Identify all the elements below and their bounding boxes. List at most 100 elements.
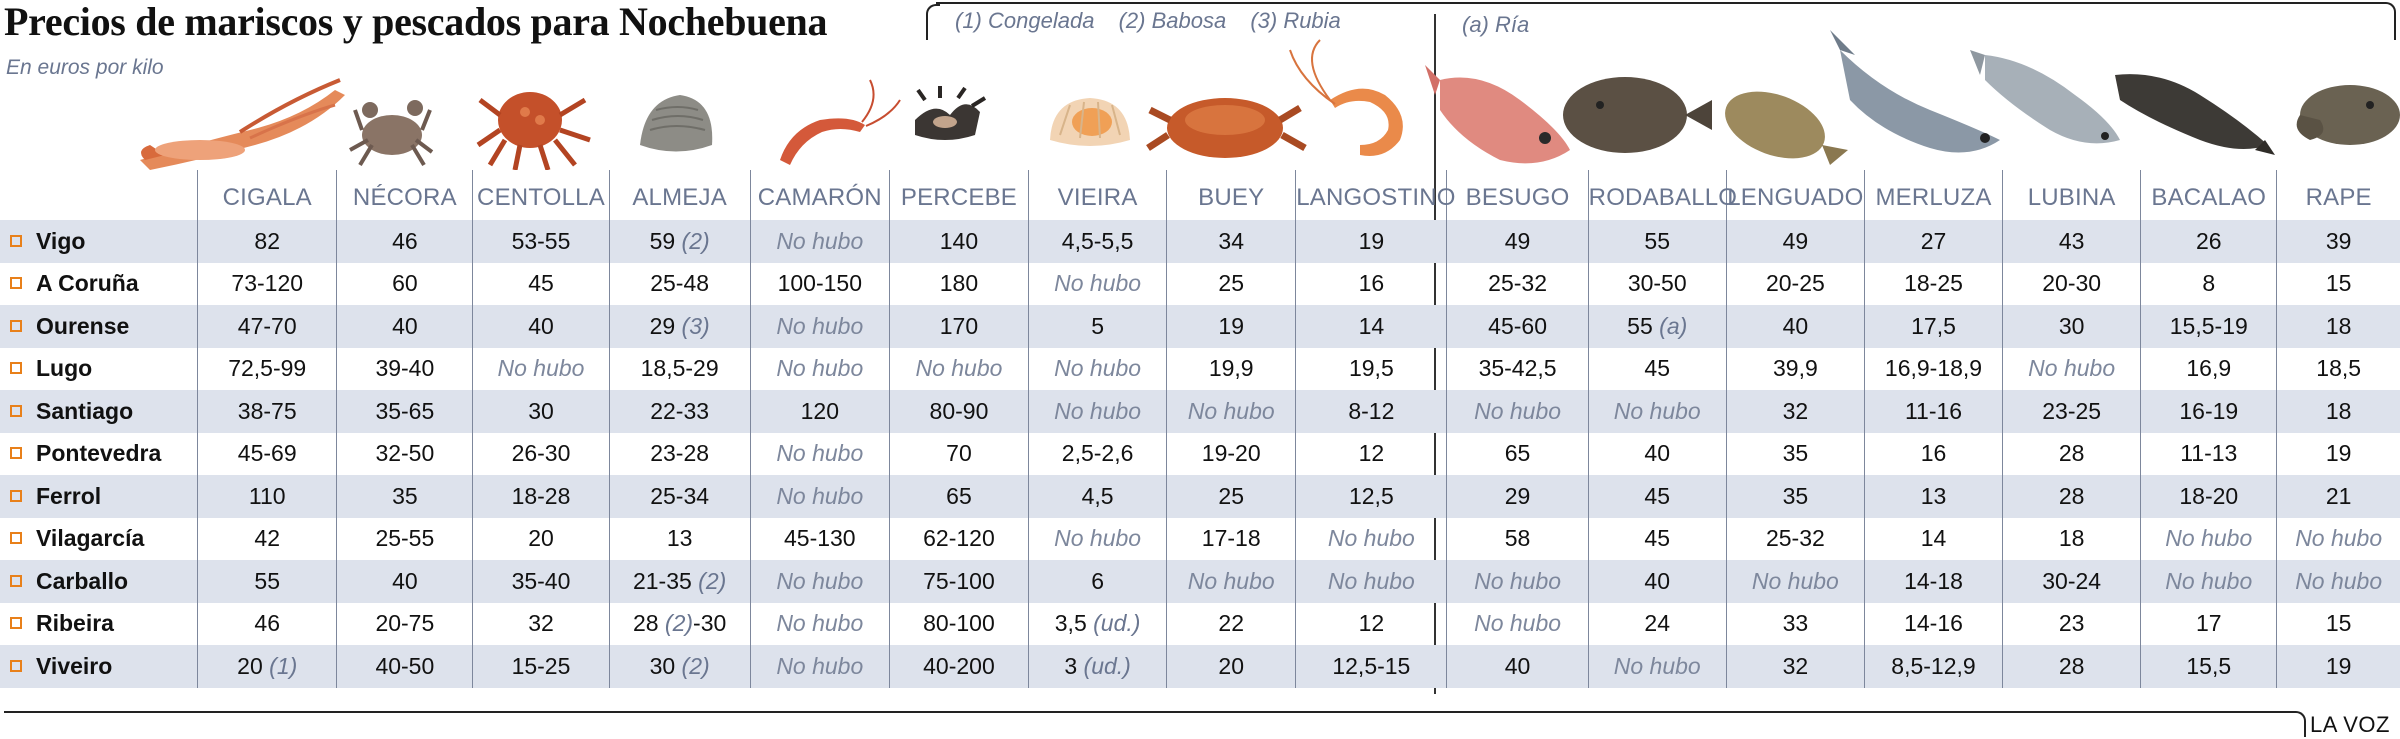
legend-item-ria: (a) Ría: [1462, 12, 1530, 37]
price-cell: No hubo: [2276, 560, 2400, 603]
table-row: Ourense 47-70 40 40 29 (3) No hubo 170 5 19 14 45-…: [0, 305, 2400, 348]
price-value: 170: [939, 312, 979, 339]
legend-frame: [936, 2, 2396, 40]
price-value: 29: [1504, 482, 1531, 509]
price-cell: 20-25: [1725, 262, 1865, 305]
price-value: 2,5-2,6: [1061, 440, 1134, 467]
price-value: 40-50: [375, 652, 435, 679]
price-cell: 29 (3): [608, 305, 751, 348]
price-cell: No hubo: [1446, 602, 1589, 645]
price-value: 20-30: [2042, 270, 2102, 297]
legend-item-rubia: (3) Rubia: [1250, 8, 1341, 33]
price-value: 40: [528, 312, 554, 339]
price-cell: No hubo: [1295, 517, 1447, 560]
footnote-marker: (a): [1652, 312, 1688, 339]
no-data-label: No hubo: [1474, 567, 1562, 594]
price-cell: 35: [1725, 432, 1865, 475]
price-value: 30-24: [2042, 567, 2102, 594]
price-cell: 30-50: [1587, 262, 1727, 305]
price-value: 18,5: [2316, 355, 2362, 382]
price-cell: No hubo: [1446, 390, 1589, 433]
price-value: 45: [1644, 355, 1671, 382]
price-cell: 45-130: [749, 517, 890, 560]
row-city-label: Ourense: [0, 305, 198, 348]
price-cell: 65: [888, 475, 1029, 518]
besugo-photo: [1425, 65, 1570, 164]
column-header-cigala: CIGALA: [197, 170, 337, 220]
price-cell: 62-120: [888, 517, 1029, 560]
price-cell: 19,9: [1166, 347, 1296, 390]
price-cell: 43: [2002, 220, 2141, 263]
price-cell: 28: [2002, 645, 2141, 688]
footnote-marker: (2): [691, 567, 727, 594]
price-cell: 45-60: [1446, 305, 1589, 348]
row-city-label: Viveiro: [0, 645, 198, 688]
price-value: 16: [1920, 440, 1947, 467]
price-value: 35: [392, 482, 418, 509]
price-value: 6: [1091, 567, 1104, 594]
column-header-merluza: MERLUZA: [1863, 170, 2003, 220]
price-cell: 55: [197, 560, 337, 603]
price-cell: No hubo: [749, 602, 890, 645]
price-value: 18: [2325, 312, 2352, 339]
price-cell: 16,9: [2140, 347, 2277, 390]
price-cell: 15,5-19: [2140, 305, 2277, 348]
price-cell: 46: [197, 602, 337, 645]
price-value: 19: [2325, 440, 2352, 467]
price-value: 20-25: [1765, 270, 1825, 297]
price-value: 62-120: [923, 525, 995, 552]
city-name: Ourense: [36, 312, 130, 339]
price-cell: 11-13: [2140, 432, 2277, 475]
price-cell: No hubo: [1166, 560, 1296, 603]
price-value: 73-120: [231, 270, 304, 297]
price-cell: 25: [1166, 262, 1296, 305]
price-value: 40: [1782, 312, 1809, 339]
price-cell: No hubo: [1587, 390, 1727, 433]
price-cell: 35-42,5: [1446, 347, 1589, 390]
price-value: 55: [1644, 227, 1671, 254]
price-value: 17: [2195, 610, 2222, 637]
column-header-lubina: LUBINA: [2002, 170, 2141, 220]
price-cell: 8-12: [1295, 390, 1447, 433]
price-cell: 120: [749, 390, 890, 433]
price-value: 11-16: [1904, 397, 1963, 424]
price-cell: 15-25: [472, 645, 610, 688]
rape-photo: [2296, 85, 2400, 145]
price-cell: 16-19: [2140, 390, 2277, 433]
price-value: 60: [392, 270, 418, 297]
price-value: 30: [528, 397, 554, 424]
price-value: 25-34: [650, 482, 710, 509]
city-name: Carballo: [36, 567, 129, 594]
price-value: 25-32: [1488, 270, 1547, 297]
price-cell: 4,5: [1028, 475, 1167, 518]
no-data-label: No hubo: [776, 227, 864, 254]
footnote-marker: (1): [262, 652, 298, 679]
footnote-marker: (2): [675, 227, 710, 254]
legend-bracket: [926, 4, 940, 40]
price-cell: No hubo: [1295, 560, 1447, 603]
no-data-label: No hubo: [776, 610, 864, 637]
price-value: 12,5-15: [1332, 652, 1411, 679]
price-cell: No hubo: [749, 560, 890, 603]
column-header-percebe: PERCEBE: [888, 170, 1029, 220]
price-value: 47-70: [237, 312, 297, 339]
price-cell: 45: [1587, 475, 1727, 518]
no-data-label: No hubo: [776, 482, 864, 509]
no-data-label: No hubo: [1613, 397, 1701, 424]
price-value: 23-25: [2042, 397, 2102, 424]
price-cell: 110: [197, 475, 337, 518]
price-value: 72,5-99: [228, 355, 307, 382]
camaron-photo: [780, 79, 901, 165]
price-value: 15,5: [2186, 652, 2232, 679]
row-city-label: Carballo: [0, 560, 198, 603]
price-value: 40: [1644, 567, 1671, 594]
price-cell: 75-100: [888, 560, 1029, 603]
price-cell: 53-55: [472, 220, 610, 263]
price-cell: 23-28: [608, 432, 751, 475]
price-value: 100-150: [777, 270, 862, 297]
price-cell: 30-24: [2002, 560, 2141, 603]
price-cell: 22-33: [608, 390, 751, 433]
price-cell: 73-120: [197, 262, 337, 305]
price-cell: 55: [1587, 220, 1727, 263]
price-cell: 25-34: [608, 475, 751, 518]
